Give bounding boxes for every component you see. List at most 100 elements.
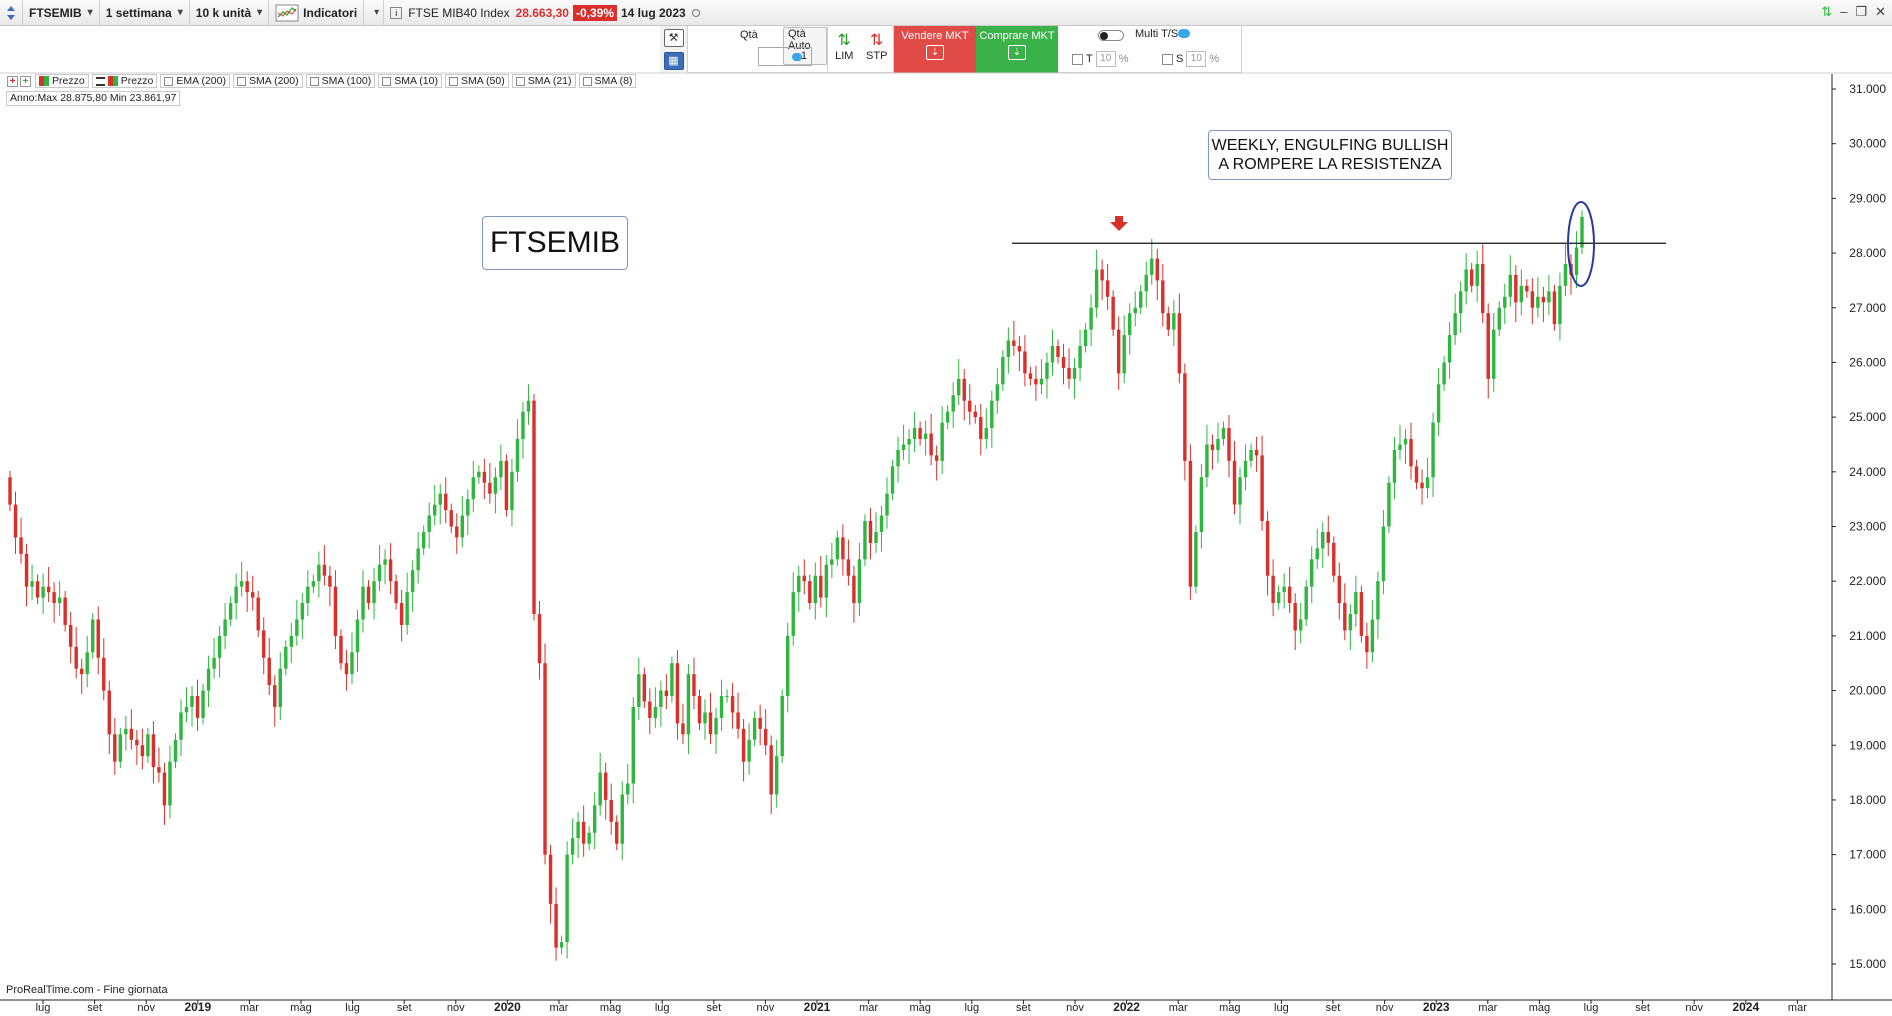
indicator-sma-50[interactable]: SMA (50) (444, 74, 509, 88)
s-checkbox[interactable] (1162, 53, 1173, 65)
candle-body (91, 619, 95, 653)
s-row: S 10 % (1162, 51, 1219, 67)
t-checkbox[interactable] (1072, 53, 1083, 65)
candle-body (140, 745, 145, 757)
candle-body (1001, 356, 1005, 385)
indicators-dropdown[interactable] (364, 0, 385, 26)
candle-body (1221, 428, 1226, 439)
multi-ts-toggle[interactable] (1098, 30, 1124, 41)
candle-body (714, 717, 718, 735)
indicator-checkbox[interactable] (164, 76, 174, 86)
x-tick-label: mar (240, 1002, 259, 1014)
s-input[interactable]: 10 (1186, 51, 1207, 67)
candle-body (907, 439, 911, 445)
units-selector[interactable]: 10 k unità (190, 0, 270, 26)
candle-body (206, 668, 211, 691)
stp-button[interactable]: ⇅ STP (861, 26, 894, 73)
candle-body (96, 619, 100, 658)
candle-body (615, 821, 619, 844)
candle-body (1348, 614, 1353, 631)
t-pct: % (1118, 53, 1129, 65)
info-icon[interactable]: i (390, 6, 403, 19)
candle-body (350, 652, 354, 675)
candle-body (57, 597, 62, 604)
indicator-sma-10[interactable]: SMA (10) (378, 74, 442, 88)
instrument-info: i FTSE MIB40 Index 28.663,30 -0,39% 14 l… (384, 0, 706, 26)
buy-market-button[interactable]: Comprare MKT ⇣ (976, 26, 1058, 73)
candle-body (1381, 526, 1386, 582)
candle-body (322, 564, 327, 576)
candle-body (311, 581, 316, 587)
order-panel: ⚒ ▦ Qtà Qtà Auto 1 ⇅ LIM ⇅ STP Vendere M… (660, 26, 1242, 73)
candle-body (1188, 460, 1193, 587)
add-red-icon: + (7, 75, 18, 87)
candle-body (41, 586, 45, 598)
candle-body (609, 799, 613, 822)
indicator-label: EMA (200) (176, 75, 226, 87)
candle-body (1287, 586, 1292, 604)
indicator-checkbox[interactable] (582, 76, 592, 86)
close-icon[interactable]: ✕ (1875, 4, 1886, 19)
candle-body (1370, 619, 1375, 653)
candle-body (1354, 592, 1358, 614)
candle-body (979, 417, 983, 439)
indicator-checkbox[interactable] (448, 76, 458, 86)
add-indicator-button[interactable]: + + (6, 74, 32, 88)
sync-icon[interactable]: ⇅ (1821, 4, 1833, 19)
candle-body (471, 477, 476, 500)
candle-body (741, 728, 746, 762)
indicator-checkbox[interactable] (382, 76, 392, 86)
candle-body (1144, 274, 1148, 292)
indicator-ema-200[interactable]: EMA (200) (160, 74, 230, 88)
y-tick-label: 15.000 (1849, 957, 1886, 971)
x-tick-label: mag (290, 1002, 311, 1014)
candle-body (857, 559, 862, 604)
t-input[interactable]: 10 (1095, 51, 1116, 67)
candle-body (1409, 439, 1413, 467)
candle-body (1116, 329, 1121, 374)
x-tick-label: set (1016, 1002, 1031, 1014)
candle-body (1536, 296, 1540, 308)
candle-body (581, 821, 586, 844)
indicator-price-1[interactable]: Prezzo (35, 74, 89, 88)
wrench-icon[interactable]: ⚒ (663, 28, 684, 47)
indicator-sma-8[interactable]: SMA (8) (578, 74, 637, 88)
candle-body (239, 581, 244, 587)
candle-body (1492, 329, 1496, 379)
candle-body (1464, 269, 1468, 292)
keyboard-icon[interactable]: ▦ (663, 52, 684, 71)
qty-auto-button[interactable]: Qtà Auto (783, 27, 827, 65)
candle-body (532, 400, 536, 614)
indicator-sma-21[interactable]: SMA (21) (511, 74, 576, 88)
restore-icon[interactable]: ❐ (1855, 4, 1868, 19)
data-source-label: ProRealTime.com - Fine giornata (6, 984, 168, 996)
sell-market-button[interactable]: Vendere MKT ⇣ (894, 26, 976, 73)
indicator-checkbox[interactable] (515, 76, 525, 86)
candle-body (951, 395, 955, 412)
candle-body (846, 559, 851, 576)
candle-body (1304, 586, 1308, 620)
candle-body (466, 499, 470, 516)
indicator-checkbox[interactable] (236, 76, 246, 86)
candle-body (934, 455, 939, 461)
indicator-price-2[interactable]: Prezzo (91, 74, 158, 88)
candle-body (295, 619, 299, 636)
candle-body (758, 717, 762, 729)
candle-body (449, 510, 453, 527)
candle-body (1150, 258, 1154, 275)
minimize-icon[interactable]: – (1840, 4, 1848, 19)
y-tick-label: 22.000 (1849, 574, 1886, 588)
multi-ts-info-icon[interactable] (1178, 29, 1190, 38)
candle-body (1034, 378, 1038, 385)
candle-body (1442, 362, 1446, 385)
qty-input[interactable]: 1 (758, 47, 812, 66)
x-tick-label: mar (1478, 1002, 1497, 1014)
lim-button[interactable]: ⇅ LIM (828, 26, 861, 73)
candle-body (973, 411, 977, 418)
indicator-checkbox[interactable] (309, 76, 319, 86)
candle-body (1078, 346, 1082, 368)
indicator-sma-100[interactable]: SMA (100) (305, 74, 376, 88)
indicator-sma-200[interactable]: SMA (200) (232, 74, 303, 88)
candle-body (890, 466, 895, 494)
